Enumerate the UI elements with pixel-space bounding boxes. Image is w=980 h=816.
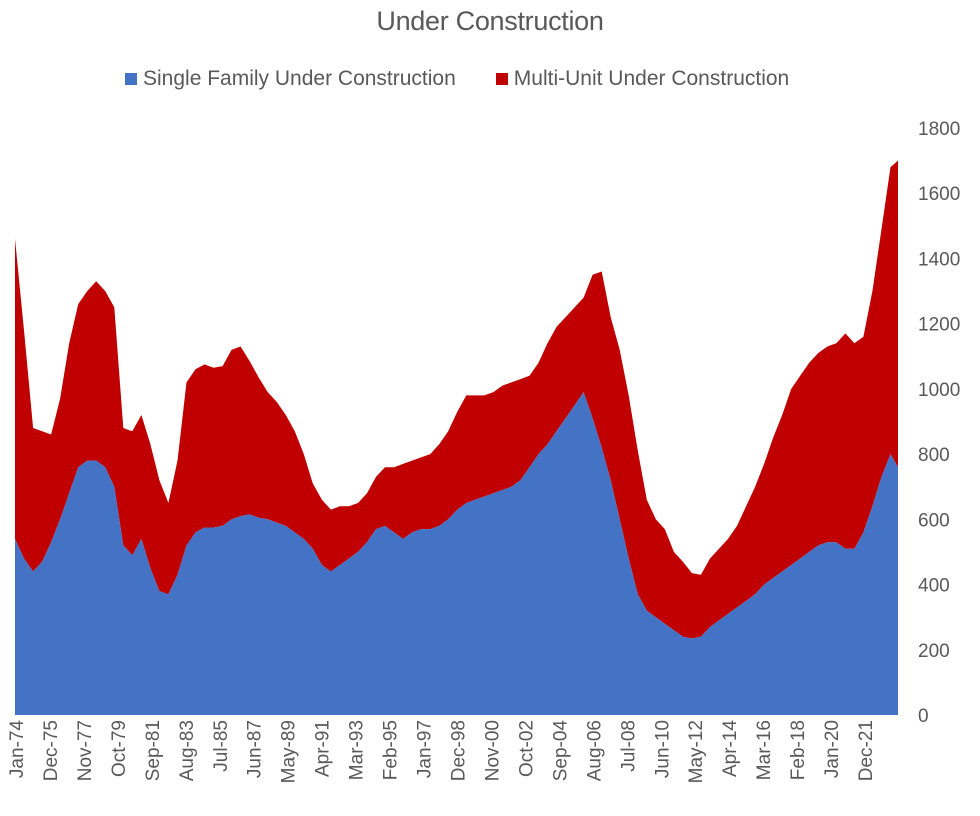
y-tick-label: 200	[918, 641, 950, 662]
series-multi-unit-area	[15, 160, 898, 639]
y-tick-label: 1200	[918, 315, 960, 336]
x-tick-label: May-12	[686, 720, 707, 783]
x-tick-label: Nov-77	[75, 720, 96, 781]
y-tick-label: 800	[918, 445, 950, 466]
x-tick-label: Oct-02	[516, 720, 537, 777]
x-tick-label: Dec-21	[856, 720, 877, 781]
x-tick-label: May-89	[279, 720, 300, 783]
legend-swatch-multi-unit	[495, 73, 508, 85]
x-tick-label: Feb-18	[788, 720, 809, 780]
legend-label-single-family: Single Family Under Construction	[143, 67, 456, 90]
y-tick-label: 400	[918, 576, 950, 597]
x-tick-label: Jun-10	[652, 720, 673, 778]
legend-item-single-family: Single Family Under Construction	[125, 67, 456, 91]
chart-title: Under Construction	[376, 6, 604, 36]
x-tick-label: Oct-79	[109, 720, 130, 777]
x-tick-label: Sep-81	[143, 720, 164, 781]
y-tick-label: 600	[918, 510, 950, 531]
y-tick-label: 1000	[918, 380, 960, 401]
x-tick-label: Jan-74	[7, 720, 28, 779]
legend-label-multi-unit: Multi-Unit Under Construction	[513, 67, 790, 90]
x-tick-label: Dec-98	[449, 720, 470, 781]
x-tick-label: Jan-97	[415, 720, 436, 778]
x-tick-label: Jan-20	[822, 720, 843, 778]
x-tick-label: Aug-06	[584, 720, 605, 781]
y-tick-label: 1400	[918, 249, 960, 270]
legend-item-multi-unit: Multi-Unit Under Construction	[495, 67, 790, 91]
y-tick-label: 0	[918, 706, 929, 727]
legend: Single Family Under Construction Multi-U…	[125, 64, 829, 94]
x-tick-label: Nov-00	[483, 720, 504, 781]
x-tick-label: Jun-87	[245, 720, 266, 778]
x-tick-label: Jul-85	[211, 720, 232, 772]
series-single-family-area	[15, 392, 898, 715]
x-tick-label: Mar-93	[347, 720, 368, 780]
x-tick-label: Jul-08	[618, 720, 639, 772]
x-tick-label: Sep-04	[550, 720, 571, 782]
y-tick-label: 1600	[918, 184, 960, 205]
x-tick-label: Mar-16	[754, 720, 775, 780]
legend-swatch-single-family	[125, 73, 137, 85]
y-tick-label: 1800	[918, 119, 960, 140]
x-tick-label: Aug-83	[177, 720, 198, 781]
x-tick-label: Feb-95	[381, 720, 402, 780]
x-tick-label: Dec-75	[41, 720, 62, 781]
x-tick-label: Apr-14	[720, 720, 741, 777]
x-tick-label: Apr-91	[313, 720, 334, 777]
